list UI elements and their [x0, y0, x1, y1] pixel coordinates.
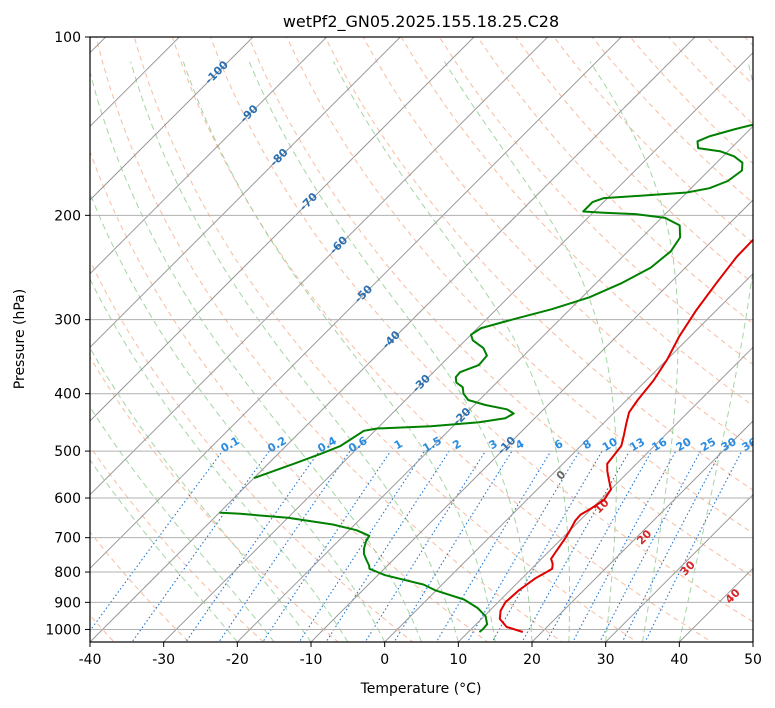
- plot-frame: [89, 36, 754, 643]
- isotherm-line: [162, 51, 753, 642]
- x-tick-label: 50: [744, 652, 762, 668]
- profile-series: [219, 123, 753, 633]
- moist-adiabat-line: [333, 61, 571, 642]
- dry-adiabat-line: [90, 150, 489, 642]
- y-axis: 1000 900 800 700 600 500 400 300 200 100: [45, 30, 90, 638]
- y-tick-label: 100: [54, 30, 81, 46]
- moist-adiabat-line: [90, 347, 312, 642]
- isotherm-line: [531, 420, 753, 642]
- isotherm-line: [90, 37, 475, 422]
- moist-adiabat-line: [589, 61, 679, 642]
- y-tick-label: 900: [54, 595, 81, 611]
- dewpoint-profile-line: [219, 511, 489, 633]
- plot-background: [90, 37, 753, 642]
- mixing-ratio-label: 36: [740, 435, 760, 454]
- dry-adiabat-line: [171, 37, 713, 642]
- moist-adiabat-line: [443, 61, 617, 642]
- dry-adiabat-line: [248, 37, 753, 578]
- y-tick-label: 300: [54, 313, 81, 329]
- y-tick-label: 800: [54, 565, 81, 581]
- y-tick-label: 1000: [45, 622, 81, 638]
- isotherm-line: [604, 493, 753, 642]
- moist-adiabat-line: [90, 406, 275, 642]
- x-tick-label: 40: [670, 652, 688, 668]
- moist-adiabat-line: [90, 459, 238, 642]
- dry-adiabat-line: [209, 37, 753, 623]
- isotherm-line: [310, 199, 753, 642]
- dry-adiabat-line: [477, 37, 753, 325]
- x-tick-label: 30: [597, 652, 615, 668]
- moist-adiabat-line: [248, 61, 533, 642]
- dry-adiabat-line: [95, 37, 564, 642]
- x-tick-label: 10: [449, 652, 467, 668]
- moist-adiabat-line: [90, 277, 349, 642]
- x-tick-label: -20: [226, 652, 249, 668]
- isotherm-line: [90, 37, 181, 128]
- y-tick-label: 500: [54, 444, 81, 460]
- x-tick-label: 20: [523, 652, 541, 668]
- isotherm-line: [90, 37, 402, 349]
- isotherm-line: [90, 37, 328, 275]
- x-tick-label: -30: [152, 652, 175, 668]
- isotherm-line: [383, 272, 753, 642]
- isotherm-line: [457, 346, 753, 642]
- dry-adiabat-line: [90, 445, 265, 642]
- x-axis-title: Temperature (°C): [360, 681, 482, 697]
- isotherm-line: [90, 37, 549, 496]
- y-axis-title: Pressure (hPa): [12, 289, 28, 389]
- moist-adiabat-line: [90, 70, 422, 642]
- dewpoint-profile-line: [253, 123, 753, 479]
- moist-adiabat-line: [678, 61, 753, 642]
- isotherm-line: [90, 37, 623, 570]
- x-tick-label: 0: [380, 652, 389, 668]
- dry-adiabat-line: [90, 259, 414, 642]
- moist-adiabat-line: [182, 61, 496, 642]
- y-tick-label: 600: [54, 491, 81, 507]
- y-tick-label: 200: [54, 208, 81, 224]
- x-axis: -40 -30 -20 -10 0 10 20 30 40 50: [79, 642, 762, 668]
- x-tick-label: -10: [300, 652, 323, 668]
- dry-adiabat-line: [133, 37, 638, 642]
- moist-adiabat-line: [130, 61, 459, 642]
- isotherm-line: [236, 125, 753, 642]
- temperature-profile-line: [498, 238, 753, 633]
- moist-adiabat-line: [90, 192, 386, 642]
- y-tick-label: 700: [54, 531, 81, 547]
- dry-adiabat-line: [400, 37, 753, 407]
- isotherm-line: [90, 37, 696, 642]
- x-tick-label: -40: [79, 652, 102, 668]
- y-tick-label: 400: [54, 387, 81, 403]
- isotherm-line: [90, 37, 254, 201]
- chart-title: wetPf2_GN05.2025.155.18.25.C28: [283, 12, 559, 32]
